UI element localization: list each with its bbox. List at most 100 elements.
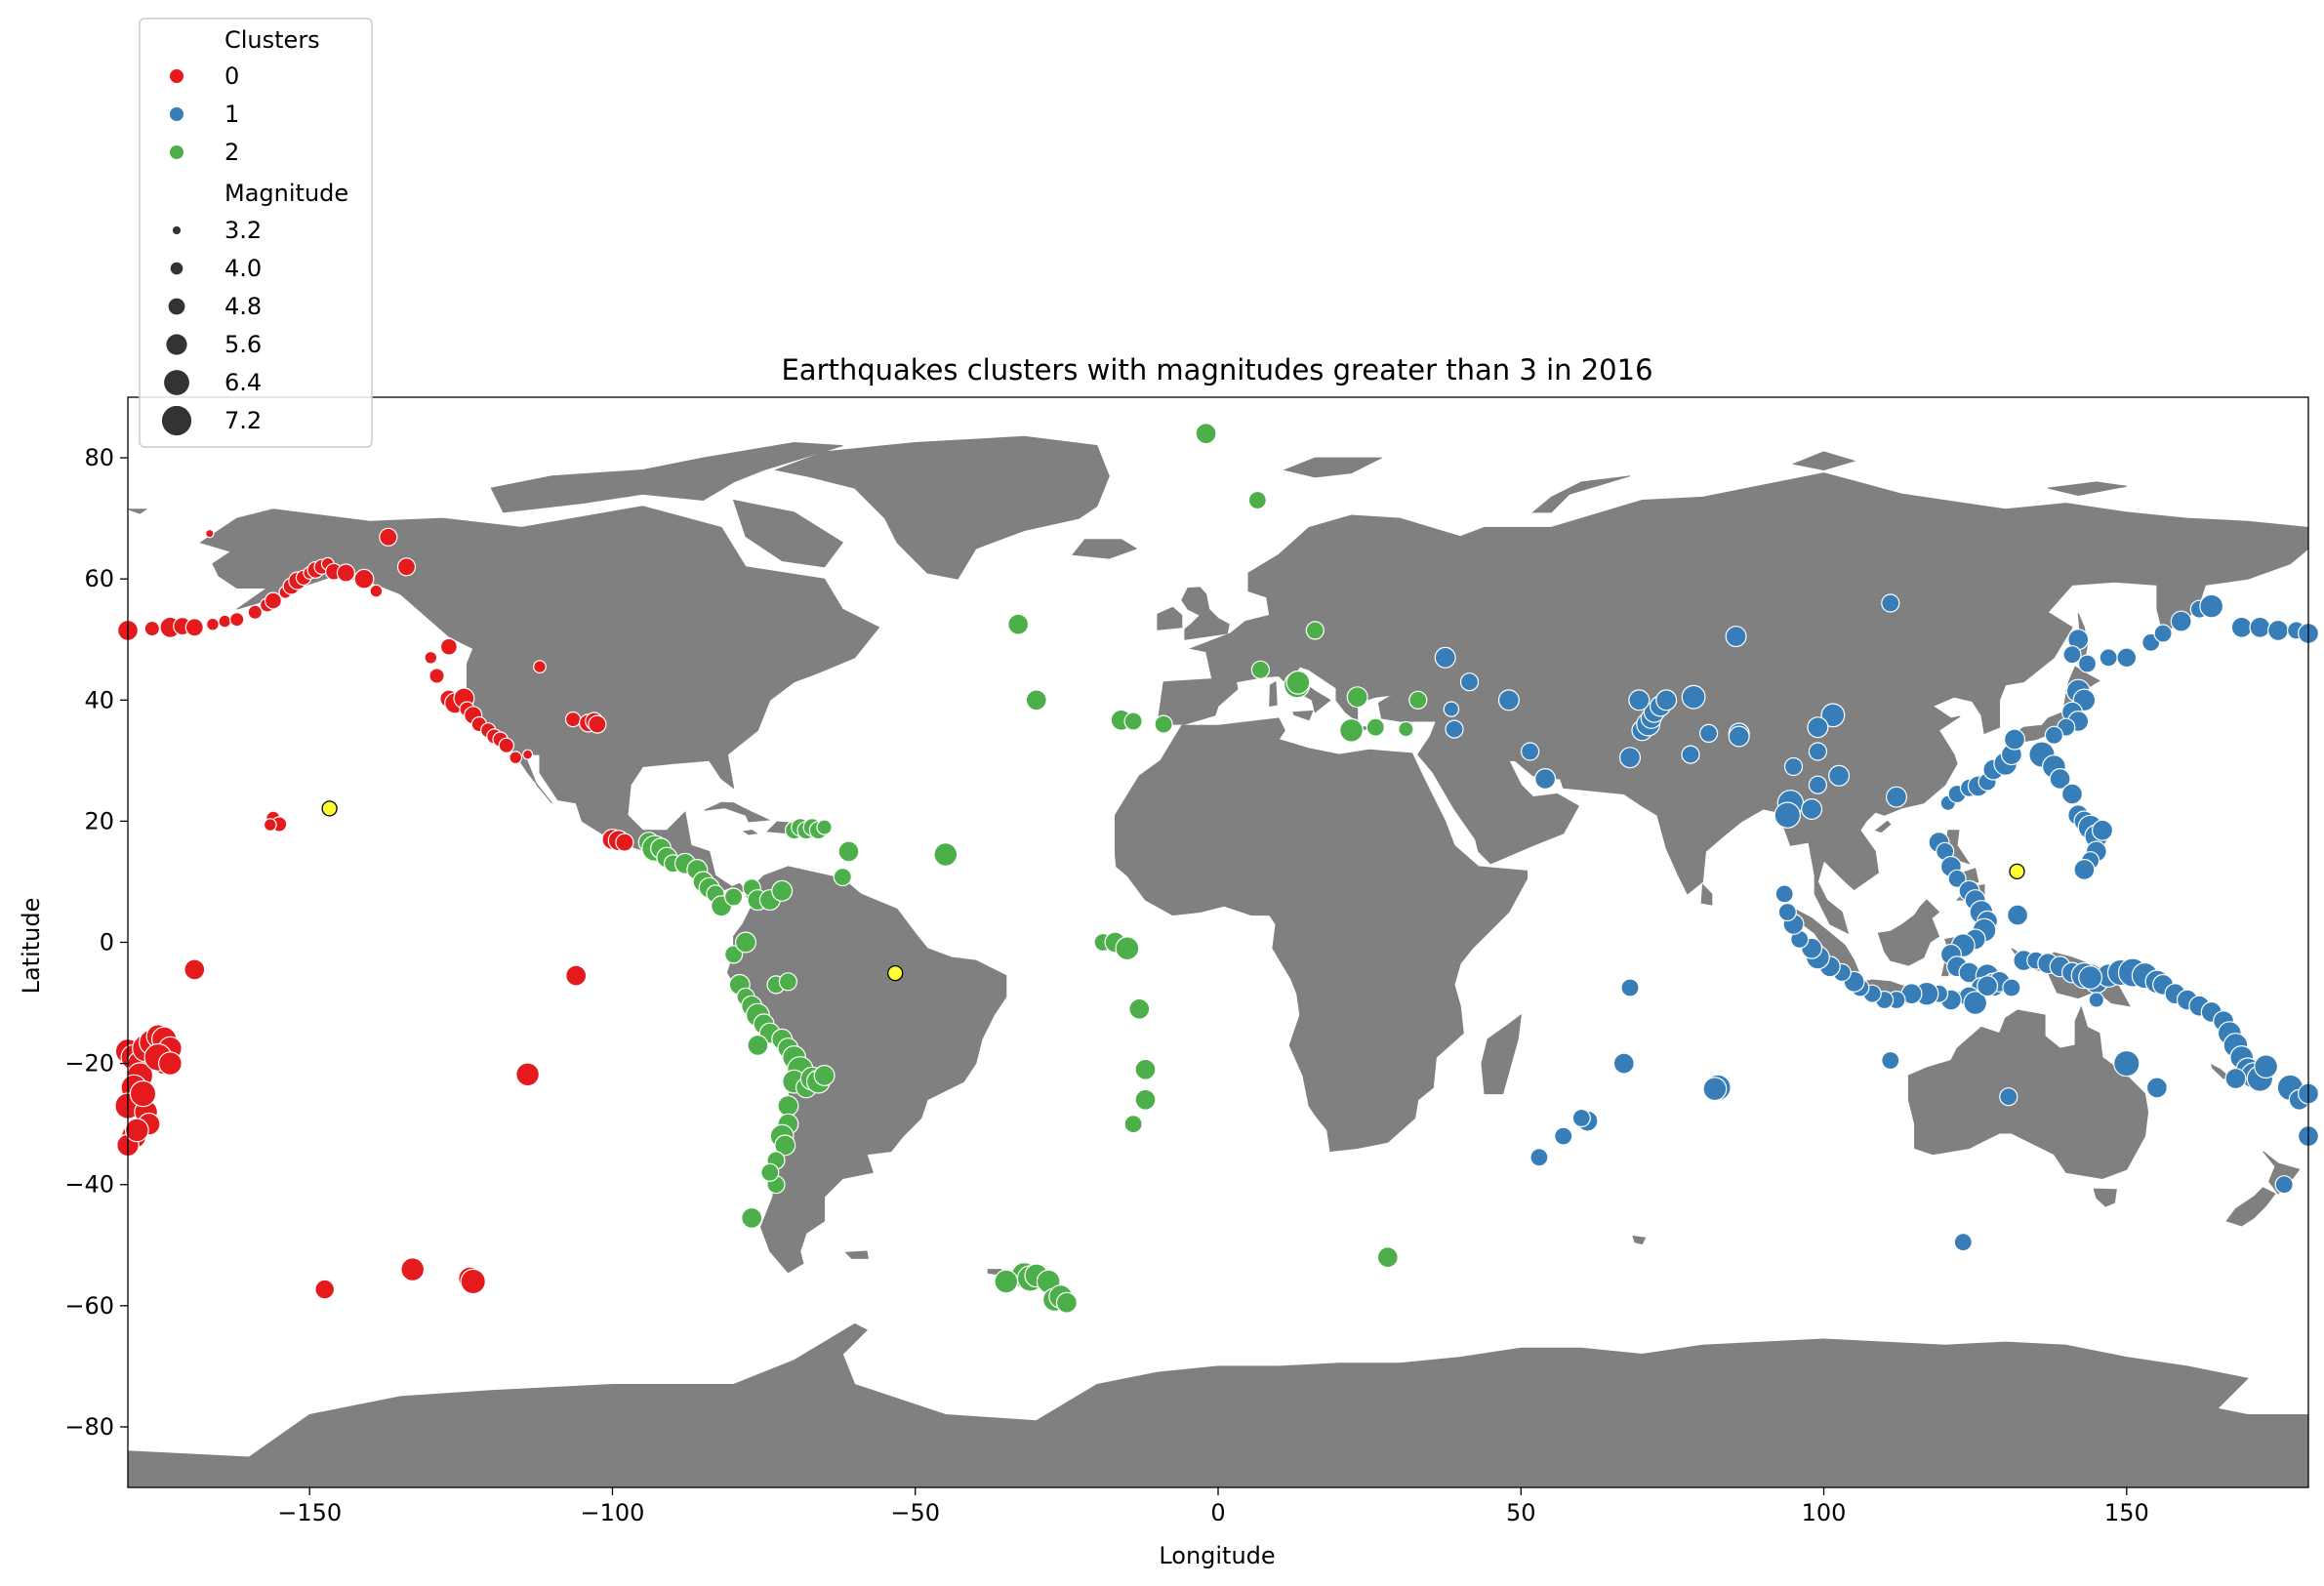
earthquake-point-cluster-1 <box>1434 646 1456 669</box>
earthquake-point-cluster-2 <box>723 945 744 964</box>
earthquake-point-cluster-0 <box>369 584 384 598</box>
centroid-marker <box>887 964 904 982</box>
earthquake-point-cluster-0 <box>157 1051 183 1076</box>
legend-cluster-0-marker <box>170 69 183 83</box>
earthquake-point-cluster-2 <box>1195 423 1217 445</box>
centroid-marker <box>2009 863 2025 880</box>
earthquake-point-cluster-0 <box>183 958 206 981</box>
earthquake-point-cluster-1 <box>1977 975 1999 997</box>
earthquake-point-cluster-2 <box>994 1269 1019 1294</box>
land-scandinavia-north <box>1284 523 1389 604</box>
earthquake-point-cluster-0 <box>228 612 245 628</box>
x-tick-label: 0 <box>1210 1499 1225 1526</box>
earthquake-point-cluster-0 <box>564 711 582 728</box>
y-tick-label: −40 <box>64 1171 114 1199</box>
legend-cluster-1-marker <box>170 107 183 121</box>
land-borneo <box>1877 899 1940 966</box>
earthquake-point-cluster-2 <box>734 931 756 954</box>
land-eurasia <box>1157 472 2309 935</box>
earthquake-point-cluster-0 <box>509 751 523 765</box>
earthquake-point-cluster-1 <box>2049 767 2071 790</box>
x-tick-label: −50 <box>890 1499 940 1526</box>
y-tick-label: −60 <box>64 1292 114 1320</box>
earthquake-point-cluster-1 <box>2145 1077 2168 1099</box>
y-tick-label: 80 <box>84 444 114 471</box>
earthquake-point-cluster-1 <box>1628 689 1651 712</box>
cluster-1-series <box>1434 593 2320 1252</box>
land-hainan <box>1874 820 1892 834</box>
land-iceland <box>1072 539 1138 559</box>
y-tick-label: 60 <box>84 565 114 592</box>
earthquake-point-cluster-1 <box>1459 672 1480 692</box>
legend-magnitude-label: 6.4 <box>224 369 262 396</box>
earthquake-point-cluster-1 <box>1698 723 1719 744</box>
land-severnaya-zemlya <box>1791 451 1856 471</box>
earthquake-point-cluster-1 <box>1820 703 1846 728</box>
earthquake-point-cluster-2 <box>747 1034 769 1056</box>
earthquake-point-cluster-0 <box>522 749 534 760</box>
earthquake-point-cluster-1 <box>1801 797 1823 820</box>
legend-magnitude-title: Magnitude <box>224 180 348 207</box>
earthquake-point-cluster-1 <box>2099 648 2118 668</box>
y-tick-label: 20 <box>84 807 114 834</box>
earthquake-point-cluster-1 <box>2088 992 2104 1008</box>
earthquake-point-cluster-2 <box>1366 717 1385 737</box>
legend-magnitude-label: 3.2 <box>224 217 262 244</box>
legend-magnitude-marker <box>170 262 183 275</box>
y-axis-label: Latitude <box>18 898 45 995</box>
earthquake-point-cluster-1 <box>1783 756 1804 777</box>
cluster-2-series <box>637 423 1428 1314</box>
x-tick-label: 100 <box>1802 1499 1847 1526</box>
earthquake-point-cluster-1 <box>2002 978 2021 997</box>
earthquake-point-cluster-0 <box>565 964 588 987</box>
earthquake-point-cluster-1 <box>2092 819 2114 841</box>
earthquake-point-cluster-1 <box>2224 1068 2247 1090</box>
earthquake-point-cluster-1 <box>1807 716 1829 739</box>
earthquake-point-cluster-2 <box>1007 613 1030 635</box>
earthquake-point-cluster-0 <box>588 714 607 734</box>
earthquake-point-cluster-0 <box>143 620 160 637</box>
earthquake-point-cluster-1 <box>1777 902 1797 922</box>
legend-magnitude-marker <box>164 370 189 395</box>
earthquake-point-cluster-1 <box>1529 1148 1549 1167</box>
earthquake-point-cluster-1 <box>1774 884 1794 904</box>
earthquake-point-cluster-1 <box>2116 647 2138 669</box>
earthquake-point-cluster-1 <box>1620 978 1640 997</box>
legend-box <box>139 18 373 448</box>
centroid-marker <box>321 800 338 817</box>
legend-magnitude-label: 7.2 <box>224 407 262 434</box>
earthquake-point-cluster-1 <box>1681 684 1706 710</box>
earthquake-point-cluster-1 <box>2199 593 2224 619</box>
earthquake-point-cluster-1 <box>1774 801 1802 829</box>
earthquake-point-cluster-0 <box>396 557 417 577</box>
earthquake-point-cluster-1 <box>1953 1233 1973 1252</box>
earthquake-point-cluster-1 <box>2249 616 2271 638</box>
x-tick-label: 50 <box>1506 1499 1536 1526</box>
y-tick-label: −80 <box>64 1413 114 1441</box>
earthquake-point-cluster-1 <box>2254 1054 2279 1079</box>
legend-magnitude-marker <box>172 225 182 235</box>
earthquake-point-cluster-1 <box>1497 689 1520 712</box>
x-tick-label: 150 <box>2104 1499 2149 1526</box>
earthquake-point-cluster-1 <box>1963 991 1988 1015</box>
earthquake-point-cluster-0 <box>424 650 438 665</box>
earthquake-point-cluster-1 <box>2044 725 2063 745</box>
land-sardinia-corsica <box>1269 680 1278 708</box>
earthquake-point-cluster-2 <box>1346 686 1368 709</box>
earthquake-point-cluster-0 <box>218 614 232 629</box>
legend-magnitude-label: 4.0 <box>224 255 262 282</box>
earthquake-point-cluster-2 <box>1305 621 1325 640</box>
earthquake-point-cluster-0 <box>336 563 355 583</box>
legend-cluster-2-label: 2 <box>224 139 239 166</box>
earthquake-point-cluster-2 <box>760 1162 780 1182</box>
earthquake-point-cluster-0 <box>533 660 547 673</box>
earthquake-point-cluster-0 <box>615 833 634 852</box>
earthquake-point-cluster-0 <box>129 1079 157 1108</box>
earthquake-point-cluster-0 <box>379 527 398 547</box>
legend-clusters-title: Clusters <box>224 26 320 54</box>
earthquake-point-cluster-1 <box>2113 1049 2141 1078</box>
earthquake-point-cluster-2 <box>771 879 794 902</box>
earthquake-point-cluster-1 <box>1554 1126 1573 1146</box>
land-antarctica <box>127 1322 2309 1488</box>
